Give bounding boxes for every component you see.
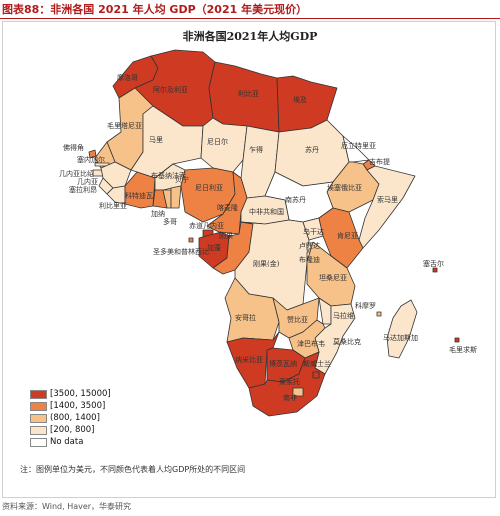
label-lesotho: 莱索托 [279, 377, 300, 386]
label-mauritania: 毛里塔尼亚 [107, 121, 142, 130]
label-drc: 刚果(金) [253, 259, 280, 268]
label-madagascar: 马达加斯加 [383, 333, 418, 342]
label-comoros: 科摩罗 [355, 301, 376, 310]
label-namibia: 纳米比亚 [235, 355, 263, 364]
label-car: 中非共和国 [249, 207, 284, 216]
label-benin: 贝宁 [175, 175, 189, 184]
label-ethiopia: 埃塞俄比亚 [327, 183, 362, 192]
label-eswatini: 斯威士兰 [303, 359, 331, 368]
country-madagascar [386, 299, 418, 359]
map-note: 注：图例单位为美元，不同颜色代表着人均GDP所处的不同区间 [20, 465, 246, 474]
legend-item: [200, 800] [30, 424, 111, 436]
country-mauritius [454, 337, 460, 343]
country-eswatini [312, 371, 320, 379]
legend-swatch [30, 389, 47, 399]
legend-item: (800, 1400] [30, 412, 111, 424]
country-lesotho [292, 387, 304, 397]
label-nigeria: 尼日利亚 [195, 183, 223, 192]
map-frame: 非洲各国2021年人均GDP [2, 21, 496, 498]
country-kenya [318, 207, 364, 269]
label-mauritius: 毛里求斯 [449, 345, 477, 354]
legend-label: (800, 1400] [50, 413, 100, 423]
label-eq-guinea: 赤道几内亚 [189, 221, 224, 230]
legend-label: [3500, 15000] [50, 389, 111, 399]
label-algeria: 阿尔及利亚 [153, 85, 188, 94]
legend-swatch [30, 401, 47, 411]
label-seychelles: 塞舌尔 [423, 259, 444, 268]
label-senegal: 塞内加尔 [77, 155, 105, 164]
label-tanzania: 坦桑尼亚 [319, 273, 347, 282]
label-zambia: 赞比亚 [287, 315, 308, 324]
label-morocco: 摩洛哥 [117, 73, 138, 82]
figure-title: 图表88：非洲各国 2021 年人均 GDP（2021 年美元现价） [2, 3, 308, 16]
label-burkina-faso: 布基纳法索 [151, 171, 186, 180]
legend-swatch [30, 437, 47, 447]
label-sierra-leone: 塞拉利昂 [69, 185, 97, 194]
country-sao-tome [188, 237, 194, 243]
label-botswana: 博茨瓦纳 [269, 359, 297, 368]
country-south-africa [248, 351, 326, 417]
label-sao-tome: 圣多美和普林西比 [153, 247, 209, 256]
source-line: 资料来源：Wind, Haver，华泰研究 [2, 502, 132, 511]
map-title: 非洲各国2021年人均GDP [182, 30, 318, 43]
label-cape-verde: 佛得角 [63, 143, 84, 152]
legend-label: No data [50, 437, 84, 447]
label-liberia: 利比里亚 [99, 201, 127, 210]
label-burundi: 布隆迪 [299, 255, 320, 264]
label-egypt: 埃及 [293, 95, 307, 104]
label-libya: 利比亚 [238, 89, 259, 98]
label-angola: 安哥拉 [235, 313, 256, 322]
country-comoros [376, 311, 382, 317]
legend-item: No data [30, 436, 111, 448]
legend-swatch [30, 425, 47, 435]
label-cameroon: 喀麦隆 [217, 203, 238, 212]
label-eritrea: 厄立特里亚 [341, 141, 376, 150]
label-guinea-bissau: 几内亚比绍 [59, 169, 94, 178]
label-south-africa: 南非 [283, 393, 297, 402]
label-congo: 刚果 [219, 231, 233, 240]
label-south-sudan: 南苏丹 [285, 195, 306, 204]
country-cameroon [206, 171, 248, 235]
legend-label: [1400, 3500] [50, 401, 106, 411]
legend: [3500, 15000] [1400, 3500] (800, 1400] [… [30, 388, 111, 448]
africa-map: 摩洛哥 阿尔及利亚 利比亚 埃及 毛里塔尼亚 马里 尼日尔 乍得 苏丹 厄立特里… [59, 49, 477, 417]
label-mali: 马里 [149, 136, 163, 144]
legend-item: [3500, 15000] [30, 388, 111, 400]
label-zimbabwe: 津巴布韦 [297, 339, 325, 348]
label-chad: 乍得 [249, 145, 263, 154]
label-gabon: 加蓬 [207, 243, 221, 252]
country-benin [170, 185, 182, 209]
label-guinea: 几内亚 [77, 177, 98, 186]
label-cote-divoire: 科特迪瓦 [125, 191, 153, 200]
label-sudan: 苏丹 [305, 145, 319, 154]
label-uganda: 乌干达 [303, 227, 324, 236]
label-togo: 多哥 [163, 217, 177, 226]
legend-item: [1400, 3500] [30, 400, 111, 412]
label-djibouti: 吉布提 [369, 157, 390, 166]
label-ghana: 加纳 [151, 209, 165, 218]
legend-label: [200, 800] [50, 425, 95, 435]
legend-swatch [30, 413, 47, 423]
label-niger: 尼日尔 [207, 137, 228, 146]
country-eritrea [342, 135, 370, 163]
country-seychelles [432, 267, 438, 273]
label-kenya: 肯尼亚 [337, 231, 358, 240]
label-mozambique: 莫桑比克 [333, 337, 361, 346]
label-malawi: 马拉维 [333, 311, 354, 320]
label-somalia: 索马里 [377, 195, 398, 204]
figure-header: 图表88：非洲各国 2021 年人均 GDP（2021 年美元现价） [0, 0, 500, 19]
label-rwanda: 卢旺达 [299, 241, 320, 250]
